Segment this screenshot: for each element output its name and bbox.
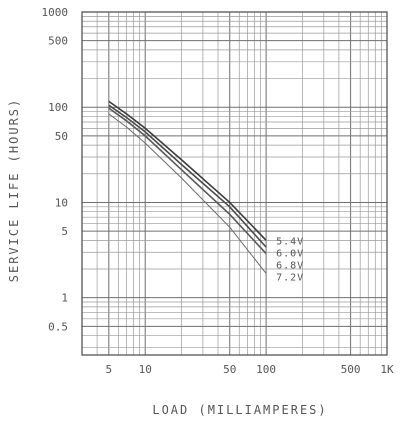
x-tick-label: 5	[106, 363, 113, 376]
plot-frame	[81, 11, 388, 356]
y-tick-label: 10	[55, 196, 68, 209]
series-labels: 5.4V6.0V6.8V7.2V	[276, 236, 304, 283]
series-label: 6.8V	[276, 260, 304, 271]
series-label: 5.4V	[276, 236, 304, 247]
series-lines	[108, 100, 267, 274]
x-axis-label: LOAD (MILLIAMPERES)	[152, 403, 327, 417]
y-tick-label: 100	[48, 101, 68, 114]
x-tick-label: 100	[256, 363, 276, 376]
series-line	[108, 100, 267, 241]
x-tick-label: 10	[139, 363, 152, 376]
y-tick-label: 0.5	[48, 320, 68, 333]
y-tick-label: 50	[55, 130, 68, 143]
series-line	[108, 107, 267, 255]
y-tick-label: 1000	[42, 6, 69, 19]
y-axis-label: SERVICE LIFE (HOURS)	[7, 98, 21, 283]
x-tick-label: 50	[223, 363, 236, 376]
y-tick-labels: 1000 500 100 50 10 5 1 0.5	[42, 6, 69, 333]
x-tick-label: 1K	[380, 363, 394, 376]
series-label: 7.2V	[276, 272, 304, 283]
x-tick-label: 500	[341, 363, 361, 376]
y-tick-label: 5	[61, 225, 68, 238]
series-label: 6.0V	[276, 248, 304, 259]
y-tick-label: 500	[48, 35, 68, 48]
y-tick-label: 1	[61, 292, 68, 305]
grid	[81, 11, 388, 355]
x-tick-labels: 5 10 50 100 500 1K	[106, 363, 394, 376]
series-line	[108, 113, 267, 274]
series-line	[108, 104, 267, 248]
